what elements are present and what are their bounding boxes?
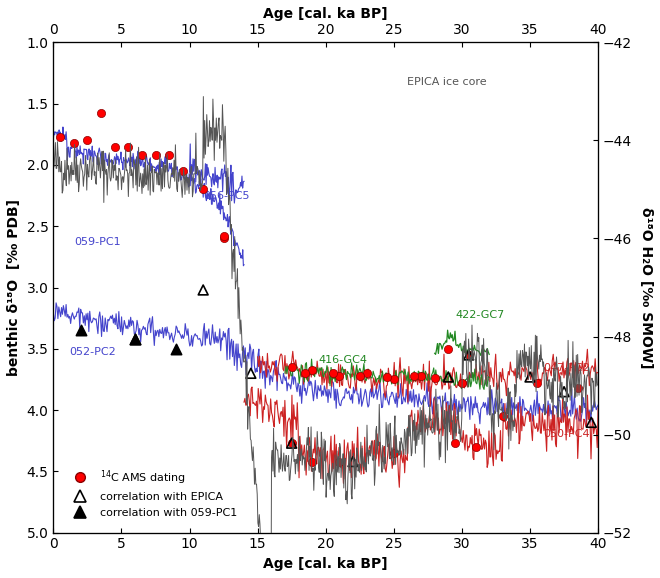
Point bbox=[463, 350, 474, 360]
Point bbox=[572, 383, 583, 392]
Point bbox=[327, 369, 338, 378]
Text: 416-GC4: 416-GC4 bbox=[319, 355, 368, 365]
Point bbox=[178, 166, 188, 176]
Point bbox=[498, 412, 508, 421]
Point bbox=[450, 439, 461, 448]
Point bbox=[307, 457, 317, 466]
Point bbox=[300, 369, 311, 378]
Point bbox=[82, 136, 92, 145]
Point bbox=[75, 326, 86, 335]
Point bbox=[443, 344, 453, 353]
Text: EPICA ice core: EPICA ice core bbox=[407, 77, 487, 87]
Point bbox=[198, 185, 209, 194]
Point bbox=[559, 387, 570, 397]
Point bbox=[69, 138, 79, 147]
Point bbox=[96, 109, 106, 118]
Point bbox=[55, 132, 65, 142]
Point bbox=[334, 457, 345, 466]
X-axis label: Age [cal. ka BP]: Age [cal. ka BP] bbox=[263, 7, 388, 21]
Point bbox=[389, 449, 399, 458]
Y-axis label: δ¹⁸O H₂O [‰ SMOW]: δ¹⁸O H₂O [‰ SMOW] bbox=[639, 207, 653, 368]
Text: 059-PC1: 059-PC1 bbox=[74, 236, 120, 247]
Point bbox=[164, 150, 174, 160]
Point bbox=[354, 371, 365, 380]
Text: 050-PC4: 050-PC4 bbox=[544, 429, 590, 439]
Point bbox=[286, 439, 297, 448]
Point bbox=[286, 439, 297, 448]
Point bbox=[463, 350, 474, 360]
Text: 052-PC2: 052-PC2 bbox=[70, 347, 116, 357]
Point bbox=[471, 442, 481, 451]
Point bbox=[525, 372, 535, 381]
Point bbox=[381, 372, 392, 381]
Y-axis label: benthic δ¹⁸O  [‰ PDB]: benthic δ¹⁸O [‰ PDB] bbox=[7, 199, 21, 376]
Point bbox=[334, 371, 345, 380]
Point bbox=[361, 369, 372, 378]
Point bbox=[531, 379, 542, 388]
Point bbox=[389, 375, 399, 384]
Point bbox=[171, 344, 182, 353]
Point bbox=[443, 372, 453, 381]
Point bbox=[130, 334, 141, 343]
Point bbox=[198, 286, 209, 295]
Point bbox=[348, 457, 358, 466]
Point bbox=[110, 142, 120, 151]
X-axis label: Age [cal. ka BP]: Age [cal. ka BP] bbox=[263, 557, 388, 571]
Point bbox=[150, 150, 161, 160]
Point bbox=[123, 142, 133, 151]
Point bbox=[218, 231, 229, 240]
Point bbox=[137, 150, 147, 160]
Point bbox=[286, 362, 297, 372]
Text: 056-PC5: 056-PC5 bbox=[203, 191, 249, 201]
Legend: $^{14}$C AMS dating, correlation with EPICA, correlation with 059-PC1: $^{14}$C AMS dating, correlation with EP… bbox=[65, 464, 242, 522]
Text: 047-PC2: 047-PC2 bbox=[544, 363, 591, 373]
Point bbox=[246, 369, 256, 378]
Point bbox=[457, 379, 467, 388]
Point bbox=[307, 365, 317, 374]
Point bbox=[218, 234, 229, 243]
Point bbox=[416, 371, 426, 380]
Point bbox=[586, 418, 597, 427]
Point bbox=[430, 373, 440, 383]
Point bbox=[409, 371, 420, 380]
Point bbox=[130, 334, 141, 343]
Text: 422-GC7: 422-GC7 bbox=[455, 310, 504, 320]
